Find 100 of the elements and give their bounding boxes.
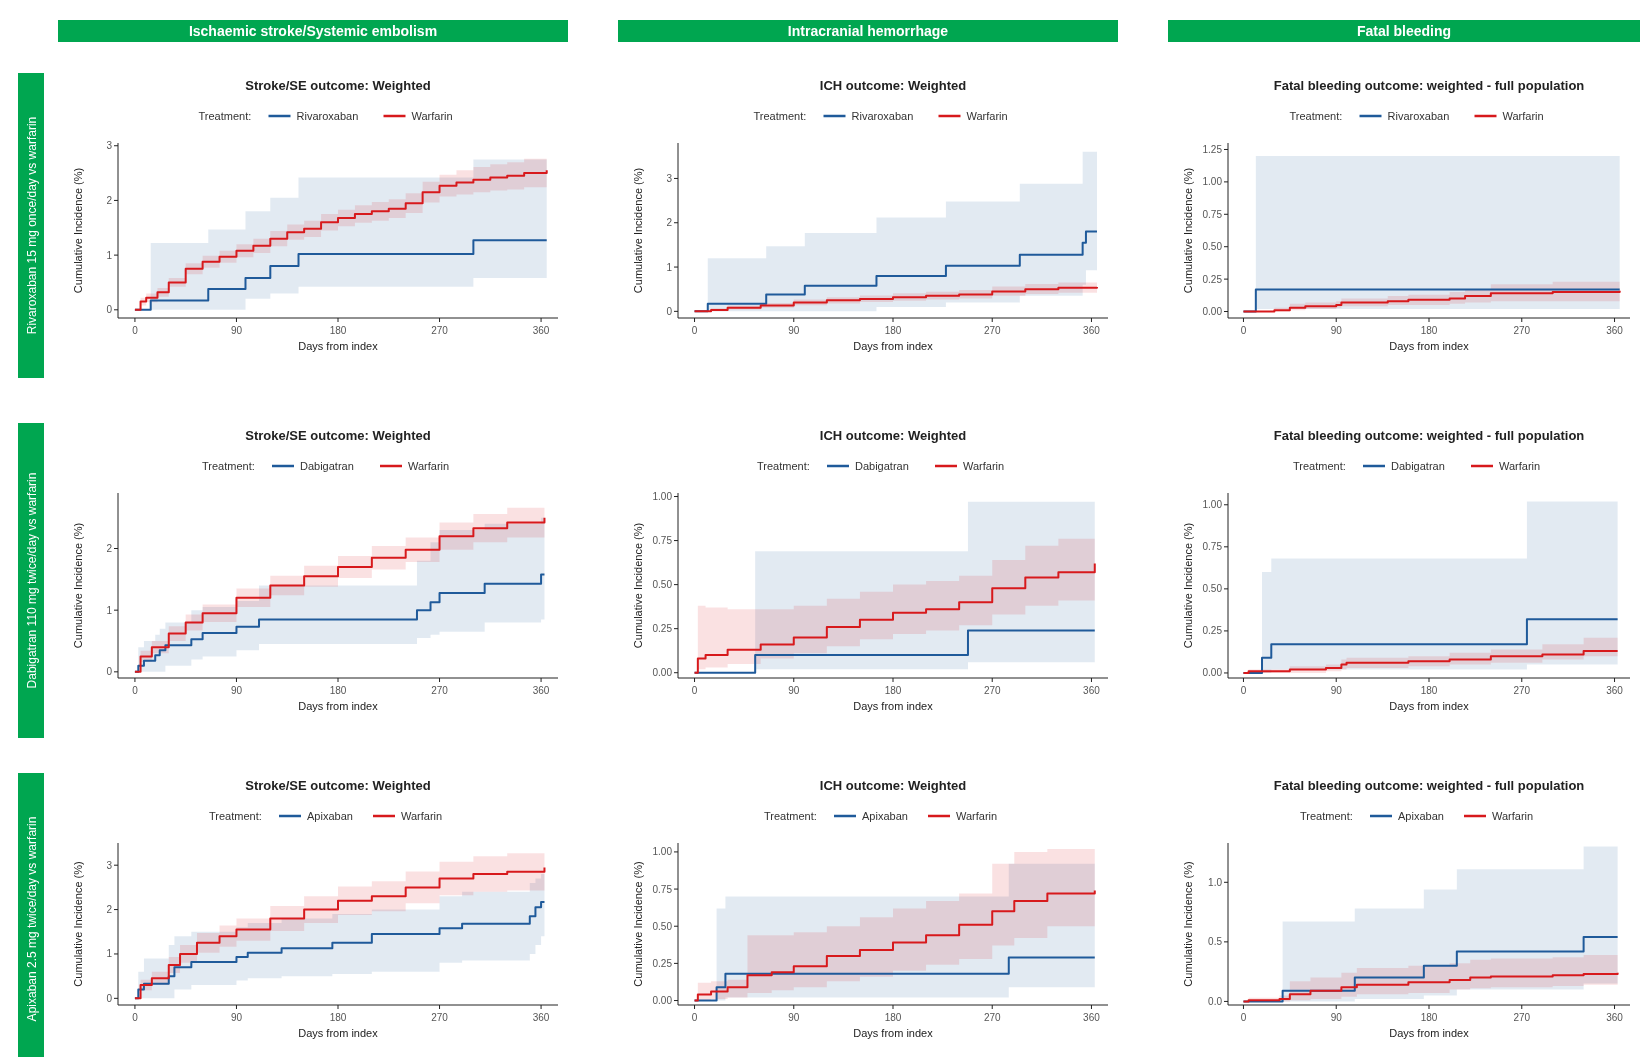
y-tick-label: 0.00 [1202, 306, 1223, 318]
x-tick-label: 270 [1513, 685, 1531, 696]
x-tick-label: 180 [1420, 685, 1438, 696]
text: Apixaban 2.5 mg twice/day vs warfarin [25, 816, 39, 1022]
x-tick-label: 0 [1240, 685, 1247, 696]
legend-label: Rivaroxaban [1387, 110, 1450, 122]
x-tick-label: 0 [691, 325, 698, 336]
x-tick-label: 0 [132, 1012, 139, 1023]
x-tick-label: 270 [983, 1012, 1002, 1023]
y-tick-label: 0.00 [652, 667, 673, 679]
y-tick-label: 0 [106, 992, 113, 1004]
x-tick-label: 0 [1240, 325, 1247, 336]
y-tick-label: 0.75 [1202, 208, 1223, 220]
y-axis-title: Cumulative Incidence (%) [72, 167, 84, 294]
legend-title: Treatment: [753, 110, 807, 122]
x-tick-label: 90 [788, 685, 800, 696]
x-tick-label: 180 [884, 325, 902, 336]
x-tick-label: 180 [329, 685, 347, 696]
legend-label: Warfarin [408, 460, 450, 472]
y-tick-label: 1 [106, 948, 113, 960]
x-tick-label: 0 [691, 685, 698, 696]
y-tick-label: 1 [106, 604, 113, 616]
y-tick-label: 0.0 [1208, 995, 1223, 1007]
text: Dabigatran 110 mg twice/day vs warfarin [25, 472, 39, 689]
x-axis-title: Days from index [298, 340, 379, 352]
x-tick-label: 90 [788, 1012, 800, 1023]
y-axis-title: Cumulative Incidence (%) [1182, 861, 1194, 987]
x-axis-title: Days from index [853, 340, 934, 352]
y-tick-label: 0.25 [652, 623, 673, 635]
y-tick-label: 0.75 [652, 535, 673, 547]
y-tick-label: 3 [106, 140, 113, 152]
y-tick-label: 0 [666, 305, 673, 317]
legend-title: Treatment: [1293, 460, 1346, 472]
x-tick-label: 180 [329, 1012, 347, 1023]
y-axis-title: Cumulative Incidence (%) [632, 167, 644, 294]
y-tick-label: 1.00 [652, 846, 673, 858]
legend-label: Rivaroxaban [851, 110, 914, 122]
y-tick-label: 1 [666, 261, 673, 273]
y-tick-label: 0.00 [1202, 667, 1223, 679]
y-tick-label: 1.00 [1202, 499, 1223, 511]
y-axis-title: Cumulative Incidence (%) [72, 522, 84, 649]
x-tick-label: 90 [230, 325, 243, 336]
y-tick-label: 2 [106, 543, 113, 554]
legend-label: Warfarin [1499, 460, 1541, 472]
legend-label: Apixaban [307, 810, 353, 822]
y-tick-label: 0 [106, 666, 113, 678]
legend-label: Warfarin [401, 810, 443, 822]
y-tick-label: 1.25 [1202, 143, 1223, 155]
x-tick-label: 360 [1606, 1012, 1624, 1023]
y-tick-label: 0.75 [1202, 541, 1223, 553]
y-tick-label: 1.00 [652, 491, 673, 503]
y-tick-label: 1.0 [1208, 876, 1223, 888]
x-tick-label: 270 [983, 325, 1002, 336]
x-tick-label: 90 [230, 685, 243, 696]
y-tick-label: 2 [666, 217, 673, 229]
y-axis-title: Cumulative Incidence (%) [632, 861, 644, 987]
y-tick-label: 0.50 [1202, 583, 1223, 595]
x-tick-label: 270 [431, 325, 449, 336]
y-tick-label: 1.00 [1202, 176, 1223, 188]
x-tick-label: 180 [884, 1012, 902, 1023]
y-tick-label: 0.25 [652, 957, 673, 969]
x-tick-label: 360 [532, 685, 550, 696]
legend-label: Apixaban [1398, 810, 1444, 822]
x-tick-label: 360 [532, 325, 550, 336]
x-tick-label: 90 [1330, 325, 1343, 336]
y-tick-label: 1 [106, 249, 113, 261]
legend-title: Treatment: [198, 110, 252, 122]
x-tick-label: 90 [1330, 685, 1343, 696]
x-tick-label: 90 [230, 1012, 243, 1023]
y-tick-label: 0.00 [652, 995, 673, 1007]
x-tick-label: 180 [329, 325, 347, 336]
legend-label: Dabigatran [1391, 460, 1445, 472]
legend-label: Rivaroxaban [296, 110, 359, 122]
y-tick-label: 0.50 [652, 920, 673, 932]
legend-label: Dabigatran [300, 460, 354, 472]
legend-title: Treatment: [1289, 110, 1343, 122]
y-tick-label: 0.25 [1202, 273, 1223, 285]
x-axis-title: Days from index [1389, 1027, 1470, 1039]
chart-title: Fatal bleeding outcome: weighted - full population [1273, 778, 1585, 793]
y-axis-title: Cumulative Incidence (%) [632, 522, 644, 649]
y-tick-label: 0.50 [652, 579, 673, 591]
text: Intracranial hemorrhage [787, 23, 949, 39]
x-axis-title: Days from index [298, 1027, 379, 1039]
legend-label: Apixaban [862, 810, 908, 822]
legend-title: Treatment: [202, 460, 255, 472]
y-tick-label: 0.50 [1202, 241, 1223, 253]
text: Ischaemic stroke/Systemic embolism [188, 23, 438, 39]
x-tick-label: 0 [1240, 1012, 1247, 1023]
x-tick-label: 270 [431, 685, 449, 696]
x-tick-label: 270 [1513, 1012, 1531, 1023]
legend-label: Warfarin [1492, 810, 1534, 822]
y-axis-title: Cumulative Incidence (%) [1182, 167, 1194, 294]
y-tick-label: 2 [106, 904, 113, 916]
legend-label: Warfarin [966, 110, 1008, 122]
x-tick-label: 90 [788, 325, 800, 336]
chart-title: Stroke/SE outcome: Weighted [245, 778, 431, 793]
x-tick-label: 360 [1083, 325, 1101, 336]
legend-label: Warfarin [963, 460, 1005, 472]
y-tick-label: 0.25 [1202, 625, 1223, 637]
chart-title: Stroke/SE outcome: Weighted [245, 78, 431, 93]
